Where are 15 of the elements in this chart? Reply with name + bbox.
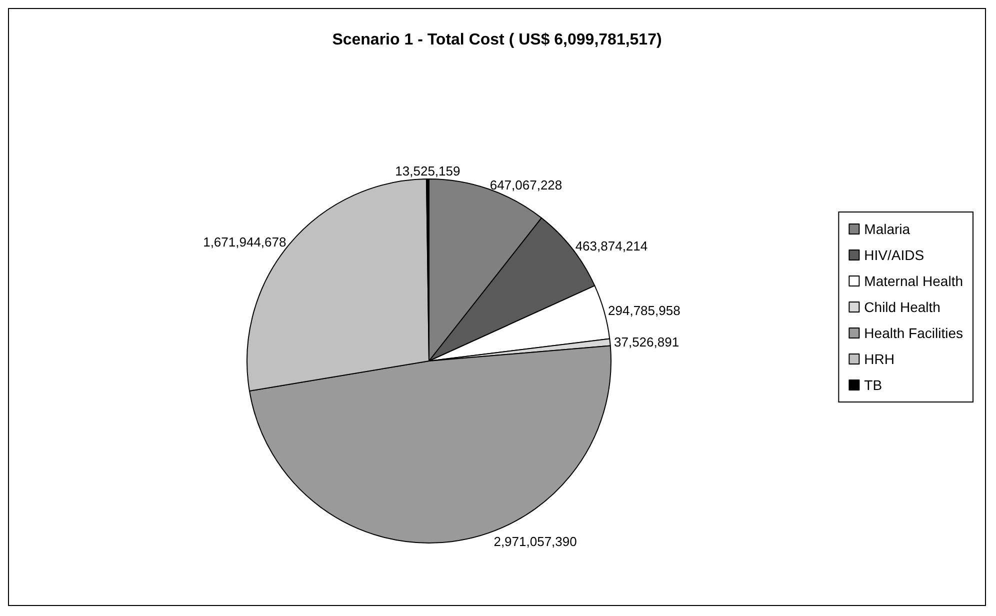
legend-label: Malaria <box>864 221 910 237</box>
data-label: 294,785,958 <box>608 303 680 318</box>
data-label: 37,526,891 <box>614 334 680 350</box>
legend-label: HRH <box>864 351 895 367</box>
legend-label: Health Facilities <box>864 325 963 341</box>
data-label: 2,971,057,390 <box>494 534 577 550</box>
data-label: 647,067,228 <box>490 178 562 193</box>
legend-label: HIV/AIDS <box>864 247 924 263</box>
legend-label: Maternal Health <box>864 273 963 289</box>
data-label: 463,874,214 <box>575 238 648 254</box>
legend-label: Child Health <box>864 299 940 315</box>
data-label: 1,671,944,678 <box>203 234 286 250</box>
chart-title: Scenario 1 - Total Cost ( US$ 6,099,781,517) <box>332 32 662 48</box>
legend-label: TB <box>864 377 882 393</box>
data-label: 13,525,159 <box>395 164 460 179</box>
